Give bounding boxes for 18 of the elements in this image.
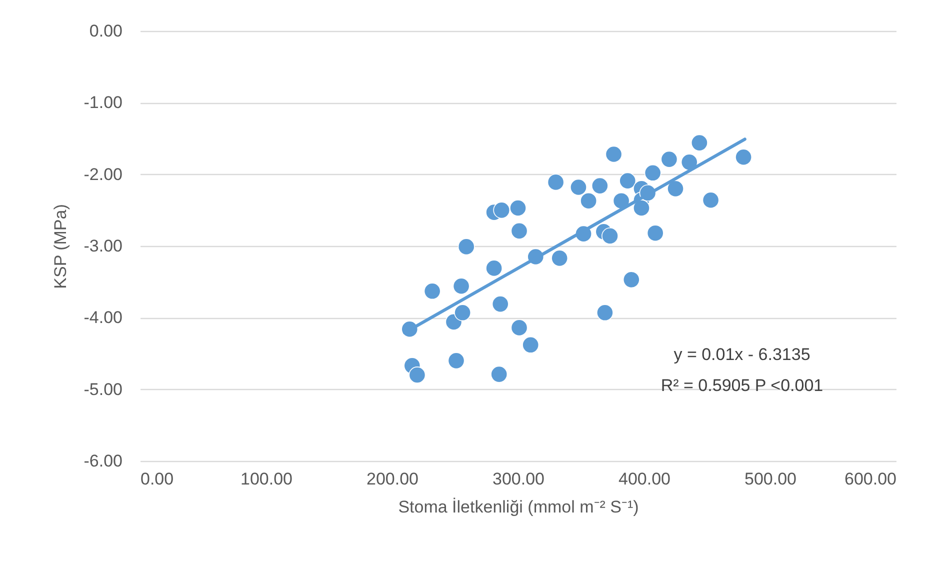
x-tick-label: 100.00 — [240, 470, 292, 488]
x-tick-label: 300.00 — [492, 470, 544, 488]
y-axis-title: KSP (MPa) — [50, 204, 70, 289]
y-tick-label: 0.00 — [89, 22, 122, 40]
x-axis-title: Stoma İletkenliği (mmol m⁻² S⁻¹) — [398, 498, 639, 516]
y-tick-label: -5.00 — [84, 380, 122, 399]
y-tick-label: -2.00 — [84, 164, 122, 184]
y-tick-label: -6.00 — [84, 452, 122, 470]
y-tick-label: -3.00 — [84, 236, 122, 256]
x-tick-label: 200.00 — [366, 470, 418, 488]
annotation: R² = 0.5905 P <0.001 — [660, 376, 824, 395]
x-tick-label: 400.00 — [618, 470, 670, 488]
y-tick-label: -1.00 — [84, 93, 122, 112]
annotation: y = 0.01x - 6.3135 — [674, 345, 810, 364]
x-tick-label: 0.00 — [140, 470, 174, 488]
x-tick-label: 500.00 — [744, 470, 796, 488]
y-tick-label: -4.00 — [84, 308, 122, 328]
x-tick-label: 600.00 — [844, 470, 896, 488]
